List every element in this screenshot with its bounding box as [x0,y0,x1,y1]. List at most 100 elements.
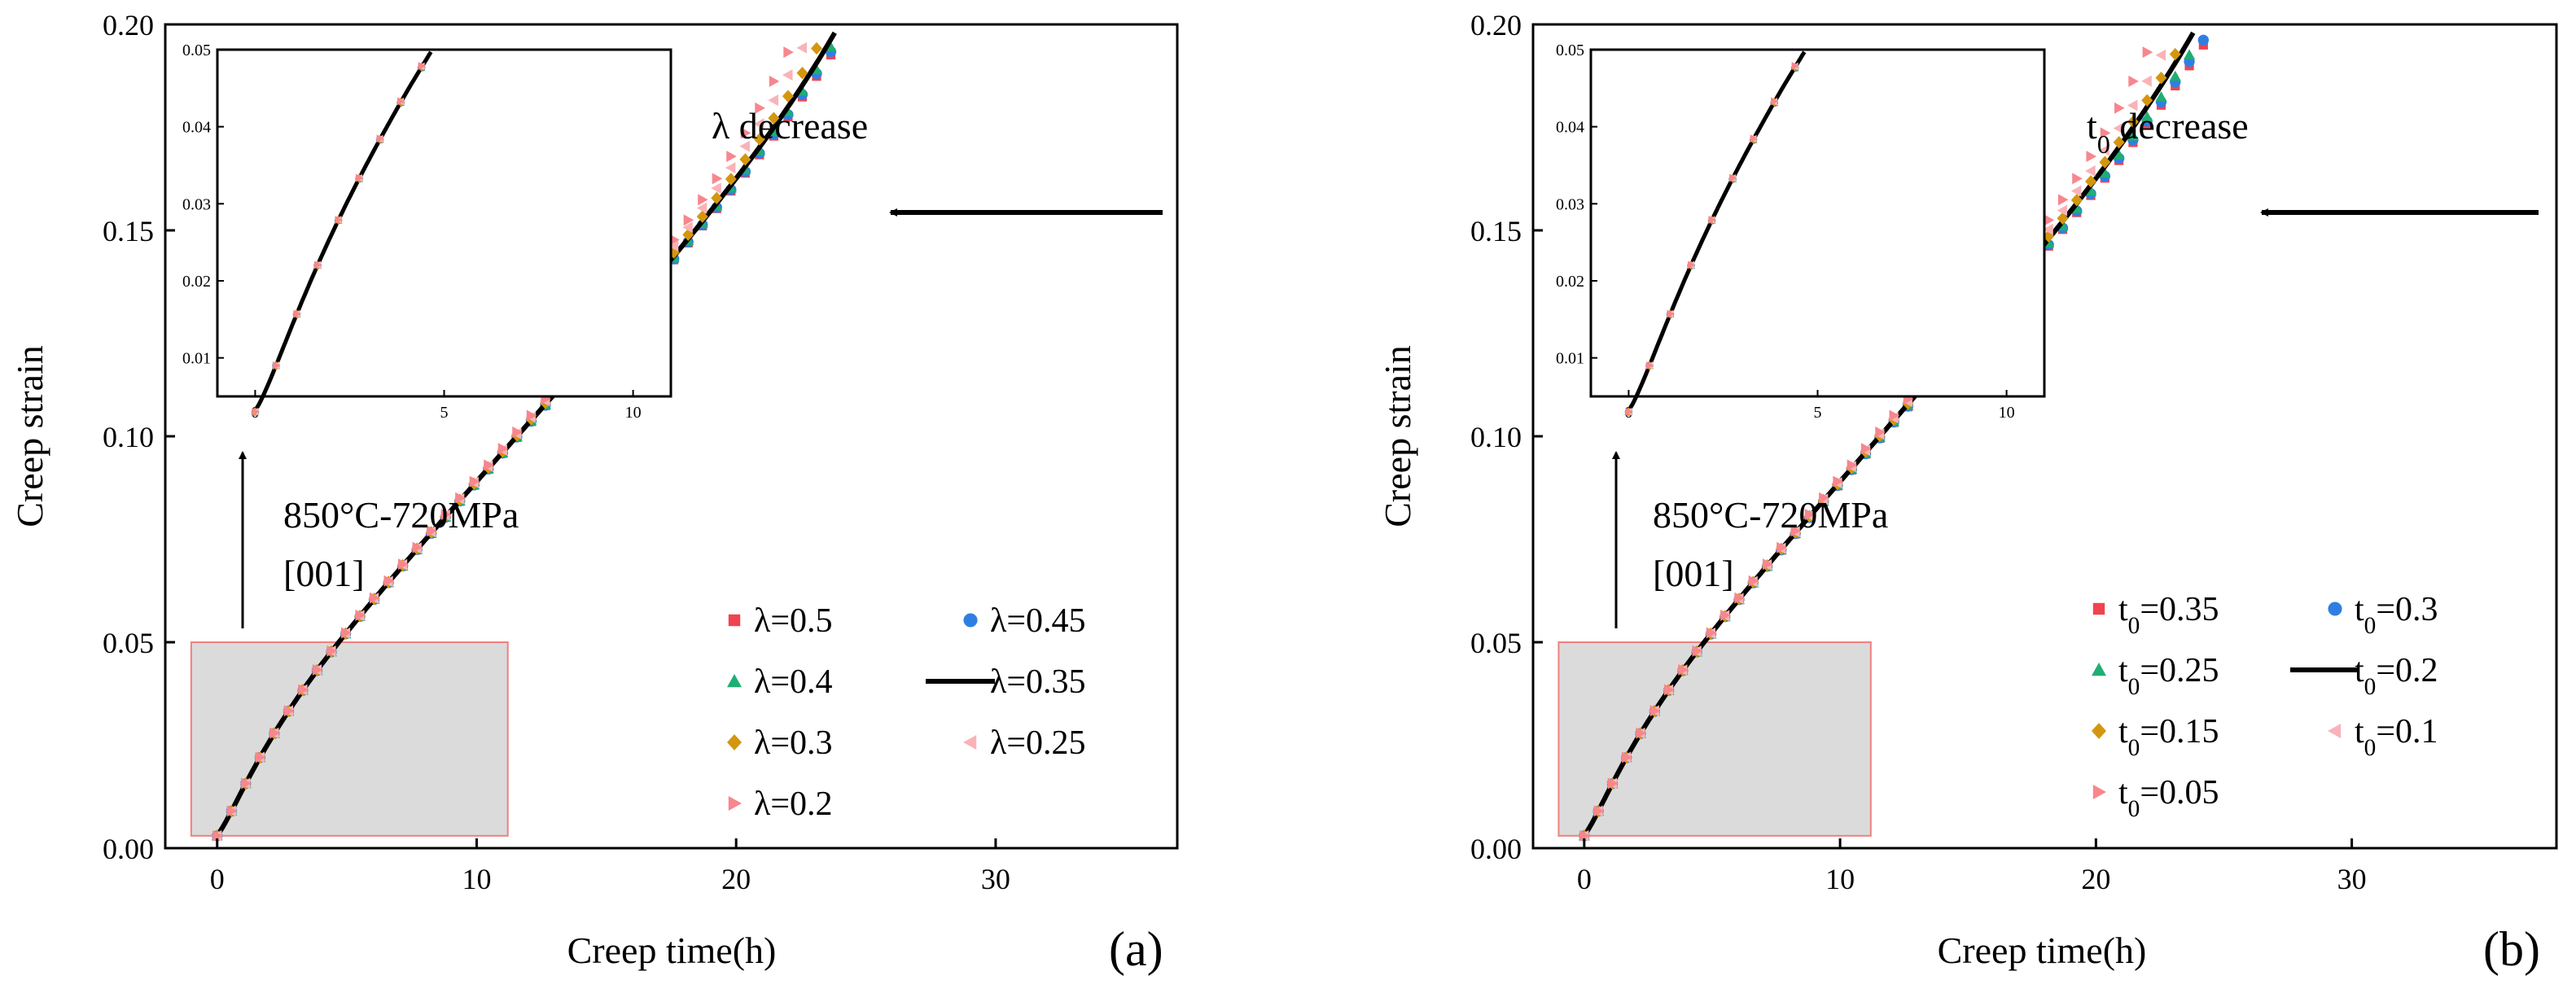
panel-b-point [1804,508,1816,520]
panel-a-legend: λ=0.5 λ=0.45 λ=0.4 λ=0.35 λ=0.3 λ=0.25 λ=0.2 [727,602,1086,823]
panel-b-point [2099,144,2109,156]
panel-b-y-tick-label: 0.10 [1470,421,1522,453]
panel-b-point [2155,49,2166,61]
panel-a-x-tick-label: 10 [462,863,491,895]
panel-a-inset-point [356,173,364,182]
panel-b-legend-swatch [2328,724,2342,738]
panel-b-point [2184,49,2196,59]
panel-b-point [2099,155,2111,168]
panel-b-inset-x-tick-label: 10 [1999,404,2015,422]
panel-a-point [455,492,466,504]
panel-b-y-tick-label: 0.05 [1470,627,1522,659]
panel-a-point [755,102,765,114]
panel-b-inset-frame [1589,48,2046,398]
panel-a-point [312,663,323,676]
panel-a-y-tick-label: 0.20 [103,9,154,42]
panel-b-point [2057,194,2069,206]
panel-a-inset-point [397,97,405,106]
panel-a-axes: 0 10 20 30 0.00 0.05 0.10 0.15 0.20 [103,9,1010,895]
panel-b-y-axis-title: Creep strain [1377,345,1418,527]
panel-a-inset-point [314,260,322,269]
panel-b-point [2044,214,2055,226]
panel-b-condition-line2: [001] [1653,553,1734,594]
panel-b-point [2127,115,2139,129]
panel-a-point [753,133,765,146]
panel-a-point [255,751,266,764]
panel-b-point [1607,777,1619,790]
panel-a-trend-label: λ decrease [712,105,868,147]
panel-b-point [1790,525,1802,537]
panel-b-inset-y-tick-label: 0.03 [1556,195,1584,213]
panel-a-point [810,42,822,55]
panel-b-point [2141,94,2153,107]
panel-a-point [725,173,737,186]
panel-b-x-axis-title: Creep time(h) [1938,930,2147,971]
panel-b-point [1579,829,1590,842]
panel-b-point [1748,575,1759,587]
panel-b-point [2085,164,2096,177]
panel-b-point [2114,102,2125,114]
panel-a-inset-y-tick-label: 0.05 [182,42,211,59]
panel-b-point [2057,212,2069,225]
panel-a-legend-label: λ=0.4 [754,663,833,701]
panel-b-point [1776,541,1787,554]
panel-a-point [768,94,778,107]
panel-a-x-tick-label: 0 [210,863,225,895]
panel-b-point [2127,130,2139,141]
panel-a-point [796,42,808,54]
panel-b-x-tick-label: 30 [2337,863,2367,895]
panel-b-inset-point [1688,260,1696,269]
panel-b-point [2128,75,2139,87]
panel-a-point [769,75,780,87]
panel-a-inset-x-tick-label: 5 [440,404,449,422]
panel-b-point [2070,185,2082,197]
panel-a-x-axis-title: Creep time(h) [567,930,777,971]
panel-a-x-tick-label: 30 [981,863,1010,895]
panel-b-point [2169,47,2181,61]
panel-b-point [1734,592,1745,604]
panel-a-point [711,182,721,195]
panel-a-point [739,153,751,166]
panel-b-legend-swatch [2092,663,2106,676]
panel-a-legend-label: λ=0.35 [990,663,1086,701]
panel-a-point [412,541,423,554]
panel-a-point [726,151,737,163]
panel-b-trend-label: t0 decrease [2087,105,2249,159]
panel-a-condition-line2: [001] [283,553,365,594]
panel-b-point [1649,705,1661,717]
panel-a-point [469,475,480,488]
panel-a-point [825,41,837,52]
panel-a-point [369,592,380,604]
panel-a-legend-swatch [728,614,741,627]
panel-b-point [2127,99,2138,112]
panel-a-point [782,69,793,81]
panel-a-inset-x-tick-label: 10 [625,404,642,422]
panel-a-point [682,221,693,234]
panel-b-legend-label: t0=0.15 [2118,713,2219,761]
panel-a-legend-swatch [728,796,742,811]
panel-a-point [526,409,537,422]
panel-b-point [2072,173,2083,185]
panel-a-legend-swatch [727,674,742,688]
panel-b-point [1663,684,1675,696]
panel-a-legend-swatch [963,735,977,750]
panel-a-point [283,705,295,717]
panel-a-point [298,684,309,696]
panel-b-condition-line1: 850°C-720MPa [1653,494,1888,536]
panel-a-inset-frame [216,48,672,398]
panel-b-x-tick-label: 0 [1577,863,1592,895]
panel-a-inset-point [293,309,301,318]
panel-b-inset-point [1771,97,1779,106]
panel-b-inset-x-tick-label: 5 [1814,404,1822,422]
panel-a-point [383,575,395,587]
panel-b-y-tick-label: 0.20 [1470,9,1522,42]
panel-a-point [740,127,751,139]
panel-a-point [212,829,223,842]
panel-a-point [497,443,509,455]
panel-a-legend-label: λ=0.2 [754,785,833,823]
panel-a-inset-y-tick-label: 0.02 [182,273,211,291]
panel-a-legend-label: λ=0.5 [754,602,833,640]
panel-a-point [796,66,808,80]
panel-a-point [768,112,780,125]
